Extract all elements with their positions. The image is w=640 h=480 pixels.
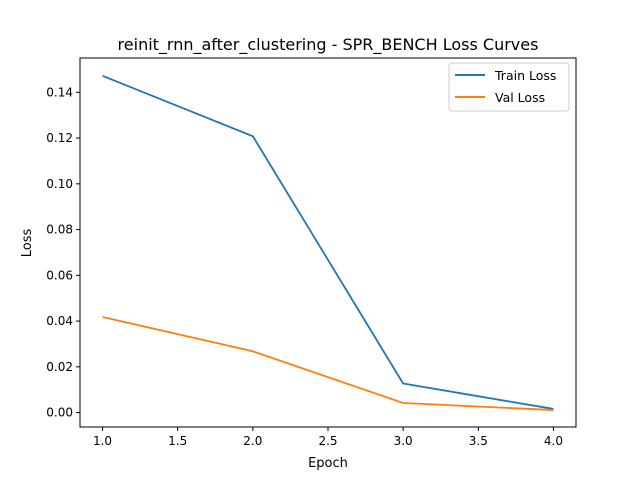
x-tick-label: 2.5 <box>318 434 337 448</box>
chart-title: reinit_rnn_after_clustering - SPR_BENCH … <box>118 35 539 55</box>
y-tick-label: 0.12 <box>46 131 73 145</box>
x-tick-label: 4.0 <box>544 434 563 448</box>
x-tick-label: 3.5 <box>469 434 488 448</box>
x-tick-label: 3.0 <box>394 434 413 448</box>
x-tick-label: 2.0 <box>243 434 262 448</box>
y-tick-label: 0.00 <box>46 406 73 420</box>
legend-label-train-loss: Train Loss <box>494 68 556 83</box>
x-axis-label: Epoch <box>308 456 348 471</box>
y-tick-label: 0.08 <box>46 223 73 237</box>
series-line-val-loss <box>102 316 554 411</box>
series-lines <box>102 75 554 411</box>
x-tick-label: 1.0 <box>93 434 112 448</box>
y-axis-label: Loss <box>20 229 35 258</box>
series-line-train-loss <box>102 75 554 410</box>
x-axis-ticks: 1.0 1.5 2.0 2.5 3.0 3.5 4.0 <box>93 427 563 448</box>
y-tick-label: 0.10 <box>46 177 73 191</box>
y-tick-label: 0.02 <box>46 360 73 374</box>
x-tick-label: 1.5 <box>168 434 187 448</box>
y-tick-label: 0.06 <box>46 268 73 282</box>
y-axis-ticks: 0.00 0.02 0.04 0.06 0.08 0.10 0.12 0.14 <box>46 85 80 420</box>
y-tick-label: 0.04 <box>46 314 73 328</box>
plot-frame <box>79 57 577 428</box>
y-tick-label: 0.14 <box>46 85 73 99</box>
legend: Train Loss Val Loss <box>448 62 570 112</box>
legend-label-val-loss: Val Loss <box>495 90 545 105</box>
